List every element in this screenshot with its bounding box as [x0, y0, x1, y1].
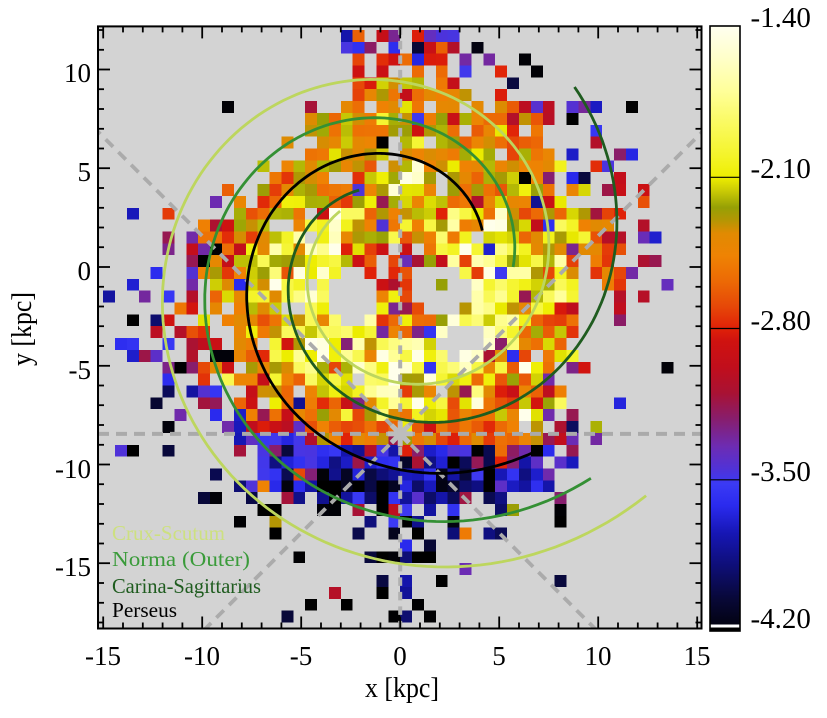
- svg-text:10: 10: [585, 641, 612, 671]
- svg-text:y [kpc]: y [kpc]: [6, 292, 38, 366]
- svg-text:Perseus: Perseus: [112, 598, 177, 622]
- svg-text:10: 10: [64, 58, 91, 88]
- svg-text:-3.50: -3.50: [751, 456, 811, 488]
- svg-text:-2.10: -2.10: [751, 153, 811, 185]
- svg-text:-1.40: -1.40: [751, 2, 811, 34]
- svg-text:-10: -10: [184, 641, 220, 671]
- svg-text:-10: -10: [55, 454, 91, 484]
- svg-text:0: 0: [393, 641, 407, 671]
- svg-text:Norma (Outer): Norma (Outer): [112, 547, 250, 571]
- svg-text:5: 5: [78, 157, 92, 187]
- svg-text:-4.20: -4.20: [751, 603, 811, 635]
- svg-text:-5: -5: [290, 641, 313, 671]
- svg-text:-2.80: -2.80: [751, 305, 811, 337]
- svg-text:x [kpc]: x [kpc]: [365, 672, 439, 704]
- svg-text:-15: -15: [85, 641, 121, 671]
- svg-text:0: 0: [78, 256, 92, 286]
- svg-text:Carina-Sagittarius: Carina-Sagittarius: [112, 574, 261, 598]
- svg-text:-15: -15: [55, 552, 91, 582]
- svg-text:Crux-Scutum: Crux-Scutum: [112, 521, 225, 545]
- svg-text:15: 15: [684, 641, 711, 671]
- svg-text:5: 5: [492, 641, 506, 671]
- svg-text:-5: -5: [69, 355, 92, 385]
